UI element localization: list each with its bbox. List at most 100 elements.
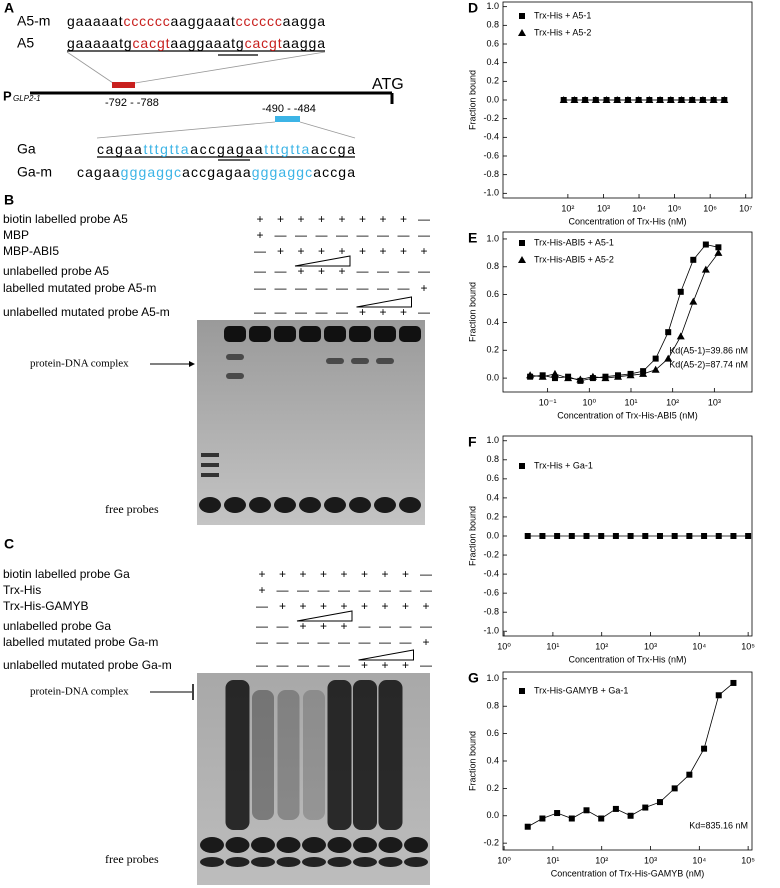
site-box	[275, 116, 300, 122]
lane-mark: —	[275, 228, 287, 242]
data-point	[612, 533, 619, 539]
sequence-segment: gaaaaat	[67, 13, 123, 29]
sequence-segment: tttgtta	[144, 141, 189, 157]
series-line	[530, 252, 719, 380]
lane-mark: —	[420, 658, 432, 672]
lane-mark: —	[297, 635, 309, 649]
gel-band	[249, 326, 271, 342]
gel-band	[353, 680, 377, 830]
gel-band	[225, 837, 250, 853]
row-label: MBP-ABI5	[3, 244, 59, 258]
legend-marker	[518, 29, 526, 36]
lane-mark: +	[420, 281, 427, 295]
gel-band	[299, 326, 321, 342]
gel-band	[251, 857, 275, 867]
row-label: unlabelled mutated probe Ga-m	[3, 658, 172, 672]
data-point	[564, 374, 573, 382]
data-point	[720, 96, 729, 103]
sequence-segment: cacgt	[245, 35, 282, 51]
gel-band	[351, 358, 369, 364]
gel-band	[302, 857, 326, 867]
gel-band	[399, 497, 421, 513]
y-tick-label: 0.4	[486, 57, 499, 67]
annotation: protein-DNA complex	[30, 686, 129, 698]
y-tick-label: 0.2	[486, 783, 499, 793]
lane-mark: —	[377, 264, 389, 278]
y-tick-label: -1.0	[483, 626, 499, 636]
x-tick-label: 10³	[644, 641, 657, 651]
legend-label: Trx-His-ABI5 + A5-1	[534, 237, 614, 247]
gel-band	[327, 837, 352, 853]
gel-band	[226, 354, 244, 360]
lane-mark: —	[359, 635, 371, 649]
lane-mark: —	[295, 281, 307, 295]
data-point	[656, 533, 663, 539]
sequence-segment: aaggaaat	[171, 13, 235, 29]
y-tick-label: -1.0	[483, 188, 499, 198]
panel-letter: D	[468, 0, 478, 16]
gel-band	[378, 680, 403, 830]
y-tick-label: 0.0	[486, 810, 499, 820]
lane-mark: —	[357, 281, 369, 295]
lane-mark: +	[299, 619, 306, 633]
x-tick-label: 10⁷	[739, 203, 752, 213]
lane-mark: +	[379, 305, 386, 319]
x-axis-label: Concentration of Trx-His (nM)	[568, 654, 686, 664]
y-axis-label: Fraction bound	[467, 282, 477, 342]
sequence-segment: gaaaaatg	[67, 35, 132, 51]
data-point	[686, 771, 693, 778]
sequence: cagaa tttgtta accgagaa tttgtta accga	[97, 141, 355, 157]
lane-mark: +	[320, 567, 327, 581]
lane-mark: —	[359, 583, 371, 597]
gel-band	[327, 680, 352, 830]
data-point	[701, 533, 708, 539]
legend-label: Trx-His + Ga-1	[534, 460, 593, 470]
data-point	[559, 96, 568, 103]
y-tick-label: 0.6	[486, 289, 499, 299]
lane-mark: +	[258, 567, 265, 581]
x-tick-label: 10⁶	[703, 203, 717, 213]
lane-mark: —	[318, 658, 330, 672]
legend-label: Trx-His + A5-1	[534, 10, 591, 20]
lane-mark: —	[338, 658, 350, 672]
annotation: free probes	[105, 852, 159, 866]
legend-marker	[519, 13, 525, 19]
lane-mark: +	[297, 212, 304, 226]
data-point	[642, 533, 649, 539]
sequence-segment: aaggaaatg	[170, 35, 243, 51]
lane-mark: +	[258, 583, 265, 597]
lane-mark: +	[299, 599, 306, 613]
lane-mark: +	[299, 567, 306, 581]
y-tick-label: -0.6	[483, 150, 499, 160]
sequence-segment: accga	[313, 164, 355, 180]
lane-mark: +	[400, 244, 407, 258]
data-point	[602, 96, 611, 103]
sequence-segment: cagaa	[77, 164, 120, 180]
data-point	[614, 372, 623, 380]
lane-mark: —	[275, 305, 287, 319]
data-point	[639, 369, 648, 377]
gel-band	[274, 497, 296, 513]
x-tick-label: 10⁰	[497, 855, 511, 865]
gel-band	[251, 837, 275, 853]
x-tick-label: 10²	[595, 641, 608, 651]
lane-mark: —	[398, 281, 410, 295]
data-point	[677, 96, 686, 103]
lane-mark: —	[379, 635, 391, 649]
panel-letter: A	[4, 0, 14, 16]
lane-mark: +	[320, 619, 327, 633]
lane-mark: +	[402, 658, 409, 672]
sequence-segment: gggaggc	[121, 164, 181, 180]
sequence-label: Ga	[17, 141, 36, 157]
lane-mark: +	[279, 599, 286, 613]
lane-mark: +	[340, 567, 347, 581]
y-tick-label: 1.0	[486, 673, 499, 683]
row-label: unlabelled probe Ga	[3, 619, 111, 633]
data-point	[539, 815, 546, 822]
lane-mark: +	[402, 567, 409, 581]
gel-band	[302, 837, 326, 853]
x-tick-label: 10⁴	[692, 641, 706, 651]
data-point	[677, 288, 684, 295]
